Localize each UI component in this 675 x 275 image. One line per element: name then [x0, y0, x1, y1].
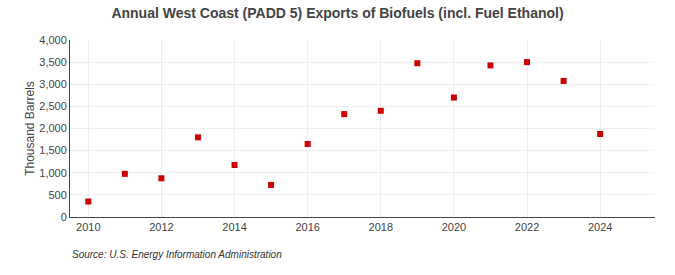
- svg-text:0: 0: [61, 211, 67, 223]
- svg-text:2,000: 2,000: [39, 122, 67, 134]
- svg-text:Source: U.S. Energy Informatio: Source: U.S. Energy Information Administ…: [72, 249, 282, 260]
- svg-text:Annual West Coast (PADD 5) Exp: Annual West Coast (PADD 5) Exports of Bi…: [111, 5, 563, 21]
- svg-text:2012: 2012: [149, 221, 173, 233]
- svg-text:2020: 2020: [442, 221, 466, 233]
- svg-text:2014: 2014: [222, 221, 246, 233]
- svg-text:1,500: 1,500: [39, 144, 67, 156]
- svg-text:Thousand Barrels: Thousand Barrels: [23, 81, 37, 176]
- svg-text:2018: 2018: [369, 221, 393, 233]
- svg-text:3,000: 3,000: [39, 78, 67, 90]
- svg-text:2010: 2010: [76, 221, 100, 233]
- svg-text:1,000: 1,000: [39, 167, 67, 179]
- svg-text:2016: 2016: [295, 221, 319, 233]
- svg-text:2024: 2024: [588, 221, 612, 233]
- svg-text:3,500: 3,500: [39, 56, 67, 68]
- svg-text:2022: 2022: [515, 221, 539, 233]
- svg-text:4,000: 4,000: [39, 34, 67, 46]
- svg-text:2,500: 2,500: [39, 100, 67, 112]
- svg-text:500: 500: [48, 189, 66, 201]
